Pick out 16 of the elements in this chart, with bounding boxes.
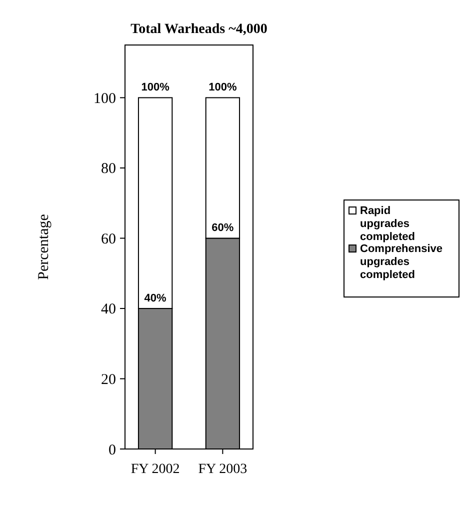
y-tick-label: 60: [101, 231, 116, 248]
y-tick-label: 80: [101, 161, 116, 178]
legend-label: Comprehensive upgrades completed: [360, 243, 443, 281]
y-tick-label: 100: [94, 90, 116, 107]
chart-title: Total Warheads ~4,000: [130, 22, 268, 37]
x-tick-label: FY 2003: [198, 462, 248, 477]
y-tick-label: 20: [101, 372, 116, 388]
y-axis-title: Percentage: [36, 214, 52, 280]
x-tick-label: FY 2002: [130, 462, 180, 477]
data-label: 60%: [212, 222, 234, 234]
y-tick-label: 0: [108, 442, 116, 458]
legend-label: Rapid upgrades completed: [360, 205, 416, 243]
total-label: 100%: [208, 82, 237, 94]
y-tick-label: 40: [101, 302, 116, 318]
total-label: 100%: [141, 82, 170, 94]
data-label: 40%: [144, 292, 167, 304]
